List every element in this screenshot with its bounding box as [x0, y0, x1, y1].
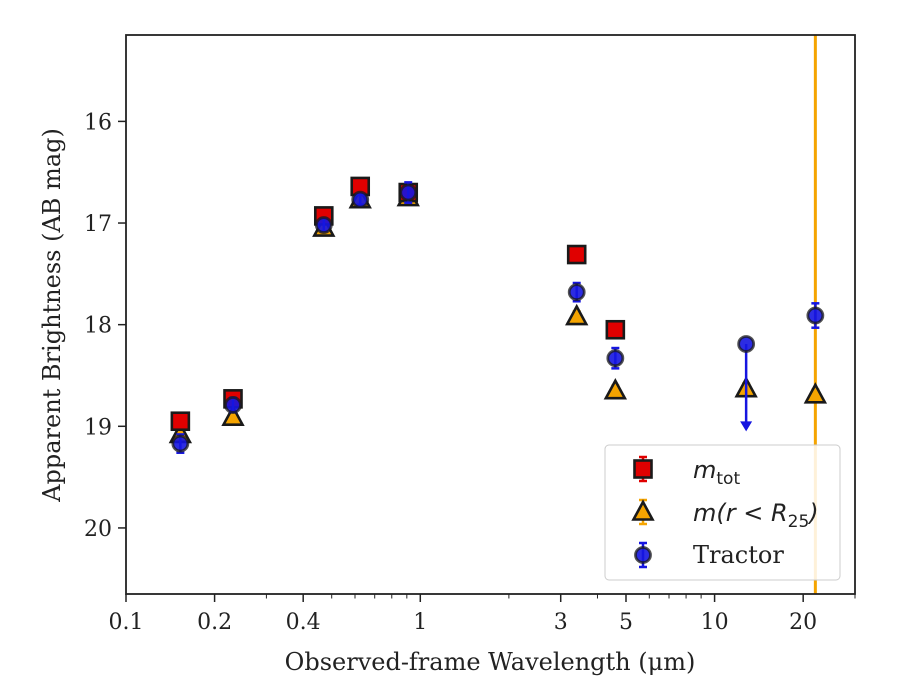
x-tick-label: 0.4: [286, 610, 321, 635]
legend-box: [604, 444, 841, 581]
data-point: [603, 378, 628, 400]
legend-entry-m-r25: m(r < R25): [631, 498, 819, 532]
series-circle: [171, 181, 825, 454]
legend-marker: [631, 499, 655, 521]
upper-limit-arrow: [740, 421, 753, 432]
y-tick-label: 17: [84, 212, 112, 237]
x-tick-label: 10: [701, 610, 729, 635]
y-tick-label: 16: [84, 110, 112, 135]
plot-frame: [125, 34, 856, 595]
x-axis-label: Observed-frame Wavelength (μm): [285, 648, 696, 676]
data-point: [351, 190, 370, 209]
data-point: [170, 411, 191, 432]
data-point: [314, 216, 333, 234]
data-point: [224, 396, 242, 414]
series-square: [170, 176, 626, 432]
x-tick-label: 1: [413, 610, 427, 635]
data-point: [605, 319, 626, 340]
y-axis-label: Apparent Brightness (AB mag): [38, 128, 66, 503]
data-point: [806, 306, 825, 325]
y-tick-label: 20: [84, 517, 112, 542]
data-point: [399, 183, 418, 202]
legend-marker-square: [633, 455, 653, 483]
data-point: [606, 349, 625, 368]
y-axis: 16 17 18 19 20: [84, 110, 126, 542]
legend-label-m-r25: m(r < R25): [693, 499, 819, 532]
data-point: [567, 283, 586, 302]
x-tick-label: 0.1: [109, 610, 144, 635]
legend-label-tractor: Tractor: [693, 541, 784, 569]
y-tick-label: 19: [84, 415, 112, 440]
x-axis: 0.1 0.2 0.4 1 3 5 10 20: [109, 594, 856, 635]
x-tick-label: 5: [619, 610, 633, 635]
legend-marker-circle: [634, 541, 652, 569]
data-point: [737, 335, 756, 353]
legend-entry-tractor: Tractor: [634, 541, 784, 569]
data-point: [221, 404, 245, 426]
legend-label-m-tot: mtot: [693, 456, 740, 489]
x-tick-label: 3: [554, 610, 568, 635]
legend: mtot m(r < R25) Tractor: [604, 444, 841, 581]
legend-marker-triangle: [631, 498, 655, 526]
data-point: [565, 303, 589, 326]
series-triangle: [168, 184, 828, 444]
data-point: [803, 382, 828, 404]
legend-marker: [634, 546, 652, 564]
data-point: [171, 434, 190, 453]
legend-marker: [633, 459, 653, 479]
plot-area: [168, 35, 828, 594]
x-tick-label: 0.2: [197, 610, 232, 635]
data-point: [566, 244, 587, 265]
legend-entry-m-tot: mtot: [633, 455, 740, 489]
x-tick-label: 20: [789, 610, 817, 635]
y-tick-label: 18: [84, 314, 112, 339]
